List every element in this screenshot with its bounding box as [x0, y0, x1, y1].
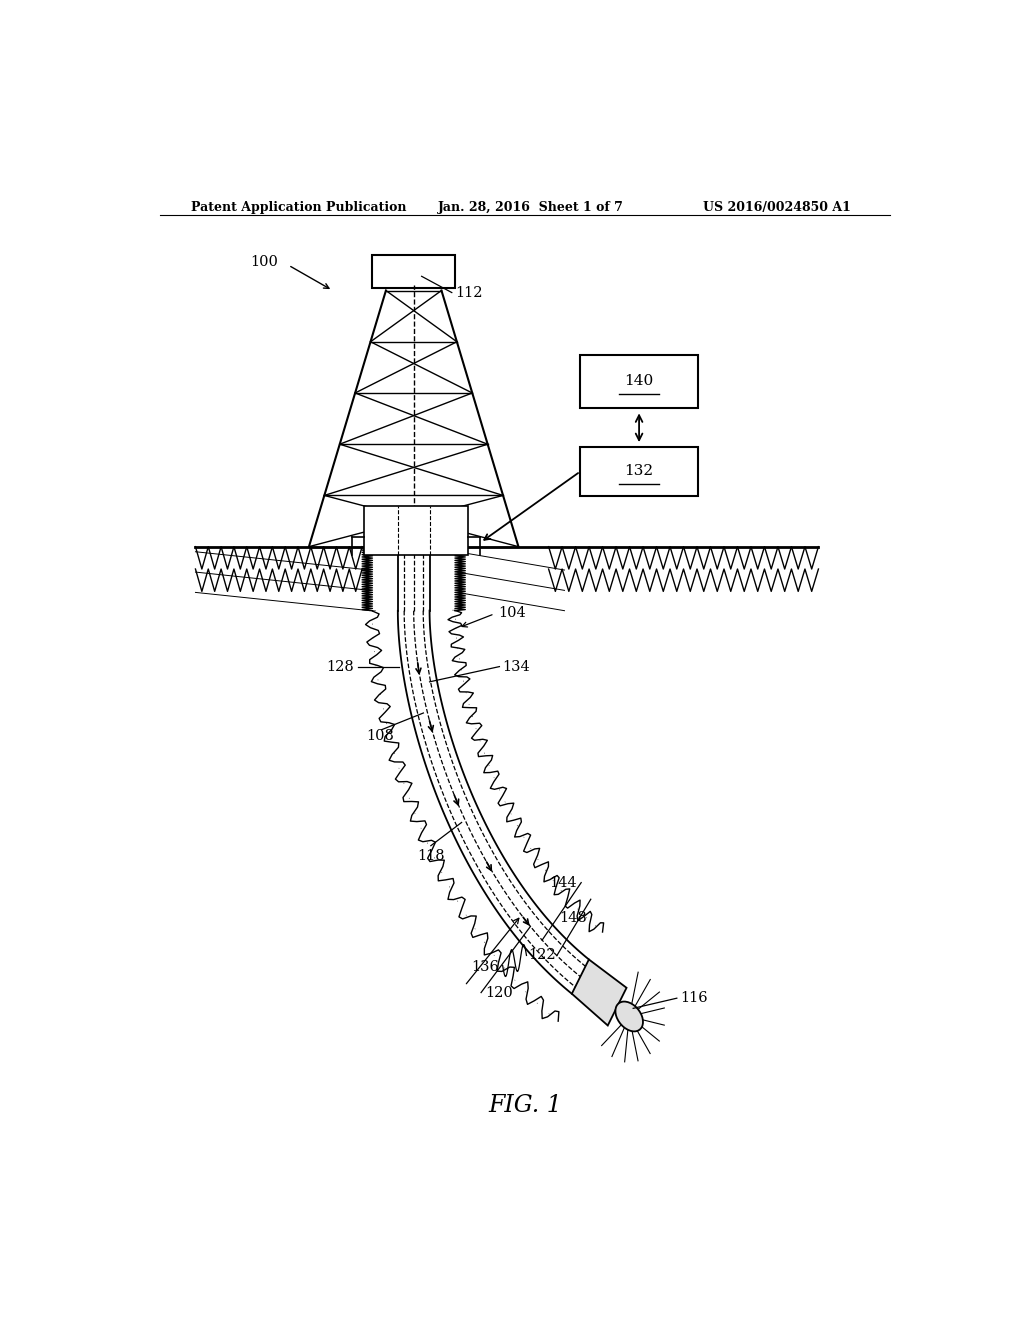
Text: 104: 104: [498, 606, 525, 619]
Ellipse shape: [615, 1002, 643, 1031]
Polygon shape: [571, 960, 627, 1026]
Text: Patent Application Publication: Patent Application Publication: [191, 201, 407, 214]
Text: 108: 108: [367, 729, 394, 743]
Text: 134: 134: [503, 660, 530, 673]
Bar: [373, 255, 455, 289]
Text: 118: 118: [417, 849, 444, 863]
Text: 122: 122: [528, 949, 556, 962]
Text: 140: 140: [625, 375, 653, 388]
Text: 136: 136: [471, 960, 499, 974]
Text: 120: 120: [485, 986, 513, 999]
Text: Jan. 28, 2016  Sheet 1 of 7: Jan. 28, 2016 Sheet 1 of 7: [437, 201, 624, 214]
Text: 116: 116: [680, 991, 708, 1006]
Text: 144: 144: [550, 875, 578, 890]
Bar: [581, 447, 697, 496]
Text: 112: 112: [455, 285, 482, 300]
Text: 100: 100: [251, 255, 279, 269]
Polygon shape: [373, 610, 602, 1022]
Text: FIG. 1: FIG. 1: [487, 1094, 562, 1117]
Text: US 2016/0024850 A1: US 2016/0024850 A1: [703, 201, 851, 214]
Bar: [365, 506, 468, 554]
Text: 148: 148: [559, 911, 587, 925]
Text: 128: 128: [327, 660, 354, 673]
Text: 132: 132: [625, 465, 653, 478]
Bar: [581, 355, 697, 408]
